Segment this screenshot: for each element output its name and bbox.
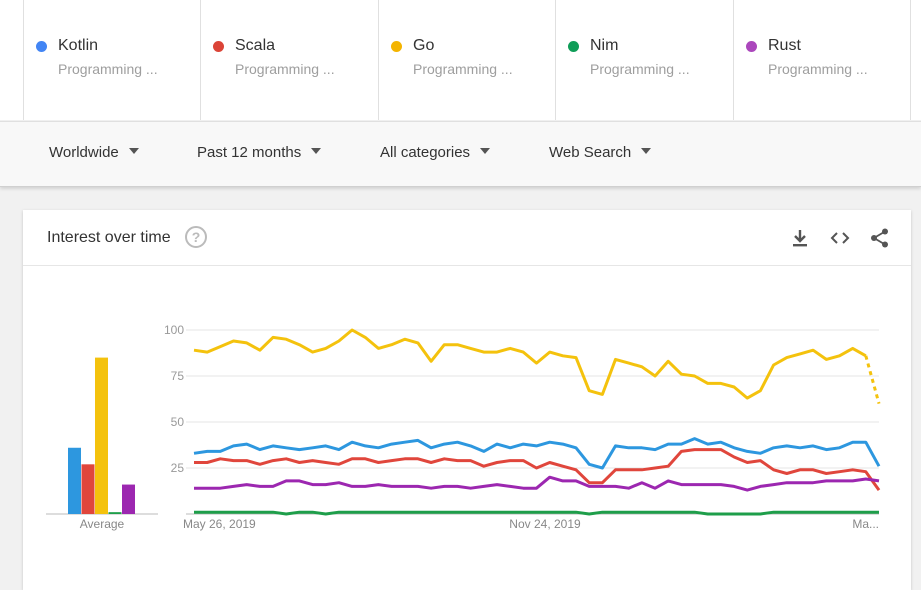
- series-line-scala: [194, 448, 881, 491]
- download-icon[interactable]: [789, 227, 811, 249]
- series-line-kotlin: [193, 437, 881, 470]
- search-terms-bar: Kotlin Programming ... Scala Programming…: [0, 0, 921, 120]
- x-tick-label: Nov 24, 2019: [509, 517, 581, 531]
- search-type-label: Web Search: [549, 144, 632, 161]
- term-name: Kotlin: [58, 37, 99, 54]
- term-name: Nim: [590, 37, 619, 54]
- legend-dot-go: [391, 41, 402, 52]
- interest-over-time-card: Interest over time ? 100 75 50 25 May 26, 20…: [23, 210, 911, 590]
- caret-down-icon: [311, 148, 322, 155]
- interest-chart: 100 75 50 25 May 26, 2019 Nov 24, 2019 Ma... Av…: [46, 323, 881, 531]
- category-label: All categories: [380, 144, 471, 161]
- average-bar-scala: [81, 464, 95, 514]
- card-header: Interest over time ?: [23, 210, 911, 266]
- term-name: Rust: [768, 37, 801, 54]
- y-tick-label: 50: [171, 415, 185, 429]
- y-tick-label: 25: [171, 461, 185, 475]
- term-name: Scala: [235, 37, 276, 54]
- help-icon[interactable]: ?: [185, 226, 207, 248]
- term-category: Programming ...: [413, 61, 513, 77]
- search-term-nim[interactable]: Nim Programming ...: [555, 0, 731, 120]
- average-label: Average: [80, 517, 125, 531]
- average-bar-nim: [108, 512, 122, 514]
- search-term-kotlin[interactable]: Kotlin Programming ...: [23, 0, 199, 120]
- average-bar-go: [95, 357, 108, 514]
- y-tick-label: 75: [171, 369, 185, 383]
- category-dropdown[interactable]: All categories: [380, 144, 491, 161]
- term-category: Programming ...: [58, 61, 158, 77]
- legend-dot-kotlin: [36, 41, 47, 52]
- embed-code-icon[interactable]: [829, 227, 851, 249]
- filter-bar: Worldwide Past 12 months All categories …: [0, 121, 921, 187]
- term-category: Programming ...: [235, 61, 335, 77]
- legend-dot-nim: [568, 41, 579, 52]
- average-bar-kotlin: [68, 447, 81, 514]
- caret-down-icon: [641, 148, 652, 155]
- x-tick-label: Ma...: [852, 517, 879, 531]
- search-term-go[interactable]: Go Programming ...: [378, 0, 554, 120]
- caret-down-icon: [128, 148, 139, 155]
- series-partial-go: [864, 355, 881, 404]
- term-category: Programming ...: [768, 61, 868, 77]
- region-dropdown[interactable]: Worldwide: [49, 144, 139, 161]
- search-term-scala[interactable]: Scala Programming ...: [200, 0, 376, 120]
- series-line-go: [193, 328, 867, 400]
- average-bar-rust: [122, 484, 135, 514]
- search-type-dropdown[interactable]: Web Search: [549, 144, 652, 161]
- region-label: Worldwide: [49, 144, 119, 161]
- series-line-rust: [194, 475, 880, 492]
- time-range-label: Past 12 months: [197, 144, 302, 161]
- term-name: Go: [413, 37, 435, 54]
- x-tick-label: May 26, 2019: [183, 517, 256, 531]
- y-tick-label: 100: [164, 323, 184, 337]
- series-line-nim: [194, 510, 879, 516]
- legend-dot-rust: [746, 41, 757, 52]
- term-divider: [910, 0, 911, 120]
- card-title: Interest over time: [47, 229, 171, 246]
- time-range-dropdown[interactable]: Past 12 months: [197, 144, 322, 161]
- caret-down-icon: [480, 148, 491, 155]
- search-term-rust[interactable]: Rust Programming ...: [733, 0, 909, 120]
- share-icon[interactable]: [869, 227, 891, 249]
- term-category: Programming ...: [590, 61, 690, 77]
- legend-dot-scala: [213, 41, 224, 52]
